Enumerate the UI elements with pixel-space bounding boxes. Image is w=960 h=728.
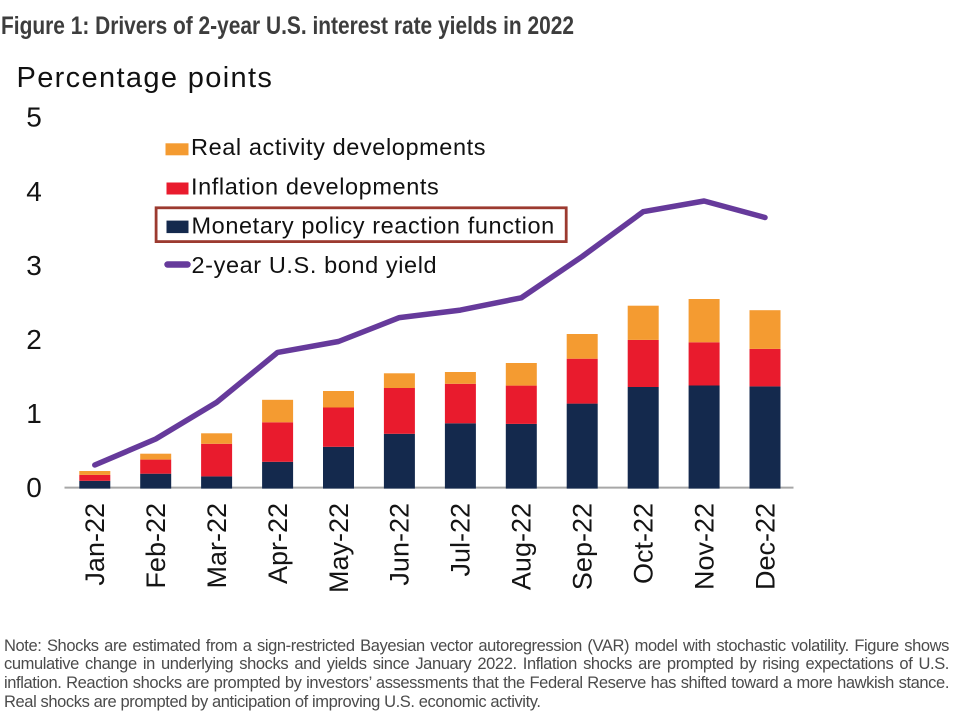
svg-text:Jan-22: Jan-22 bbox=[80, 503, 110, 586]
svg-text:4: 4 bbox=[26, 176, 42, 207]
svg-text:Apr-22: Apr-22 bbox=[263, 503, 293, 584]
svg-text:Jul-22: Jul-22 bbox=[446, 503, 476, 577]
svg-text:Real activity developments: Real activity developments bbox=[191, 134, 486, 160]
svg-text:0: 0 bbox=[26, 472, 42, 503]
svg-text:2: 2 bbox=[26, 324, 42, 355]
svg-text:Oct-22: Oct-22 bbox=[629, 503, 659, 584]
svg-text:Nov-22: Nov-22 bbox=[689, 503, 719, 590]
svg-text:2-year U.S. bond yield: 2-year U.S. bond yield bbox=[192, 252, 438, 278]
svg-text:Feb-22: Feb-22 bbox=[141, 503, 171, 589]
svg-text:Jun-22: Jun-22 bbox=[385, 503, 415, 586]
svg-text:3: 3 bbox=[26, 250, 42, 281]
svg-text:Aug-22: Aug-22 bbox=[507, 503, 537, 590]
svg-text:Mar-22: Mar-22 bbox=[202, 503, 232, 589]
svg-text:Sep-22: Sep-22 bbox=[568, 503, 598, 590]
svg-text:Monetary policy reaction funct: Monetary policy reaction function bbox=[192, 213, 555, 239]
svg-text:5: 5 bbox=[26, 102, 42, 133]
svg-text:May-22: May-22 bbox=[324, 503, 354, 593]
svg-text:Inflation developments: Inflation developments bbox=[191, 173, 439, 199]
svg-text:Dec-22: Dec-22 bbox=[750, 503, 780, 590]
svg-text:1: 1 bbox=[26, 398, 42, 429]
